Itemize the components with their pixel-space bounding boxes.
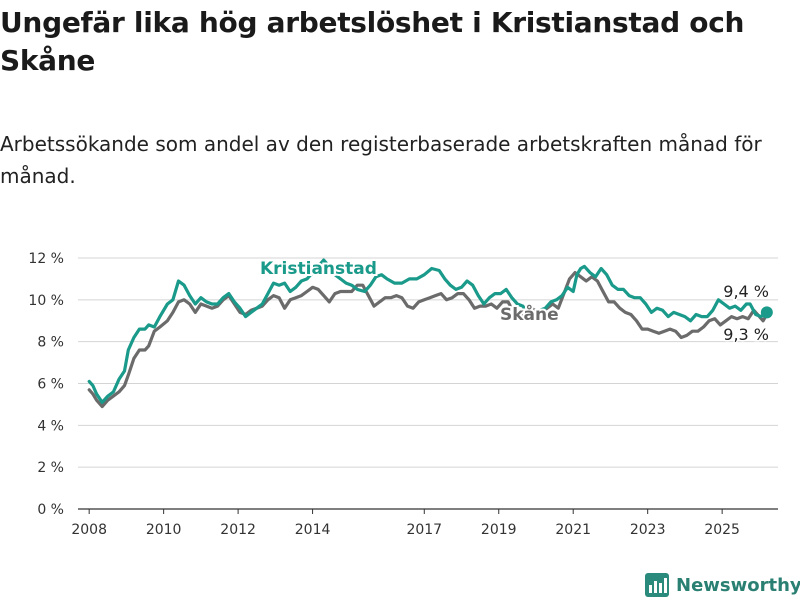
x-tick-label: 2025 — [704, 522, 740, 538]
y-tick-label: 6 % — [37, 377, 64, 393]
x-tick-label: 2017 — [406, 522, 442, 538]
x-tick-label: 2008 — [71, 522, 107, 538]
x-tick-label: 2014 — [295, 522, 331, 538]
brand-logo: Newsworthy — [644, 570, 800, 600]
end-value-skane: 9,3 % — [723, 325, 769, 344]
x-tick-label: 2023 — [630, 522, 666, 538]
y-axis-ticks: 0 % 2 % 4 % 6 % 8 % 10 % 12 % — [28, 251, 64, 518]
x-axis-ticks: 2008 2010 2012 2014 2017 2019 2021 2023 2025 — [71, 509, 740, 538]
y-tick-label: 12 % — [28, 251, 64, 267]
y-tick-label: 2 % — [37, 460, 64, 476]
gridlines — [78, 257, 778, 510]
series-label-skane: Skåne — [500, 303, 559, 325]
chart-title: Ungefär lika hög arbetslöshet i Kristian… — [0, 6, 745, 77]
newsworthy-chart-logo-icon — [645, 573, 669, 597]
end-value-kristianstad: 9,4 % — [723, 282, 769, 301]
series-line-skane — [87, 271, 769, 409]
x-tick-label: 2010 — [146, 522, 182, 538]
x-tick-label: 2012 — [220, 522, 256, 538]
y-tick-label: 10 % — [28, 293, 64, 309]
series-label-kristianstad: Kristianstad — [260, 259, 377, 279]
x-tick-label: 2019 — [481, 522, 517, 538]
series-line-kristianstad — [87, 258, 769, 404]
brand-name: Newsworthy — [676, 574, 800, 596]
y-tick-label: 8 % — [37, 335, 64, 351]
series-lines — [87, 258, 773, 409]
x-tick-label: 2021 — [555, 522, 591, 538]
y-tick-label: 4 % — [37, 418, 64, 434]
series-labels: Kristianstad Skåne 9,4 % 9,3 % — [258, 257, 771, 346]
y-tick-label: 0 % — [37, 502, 64, 518]
end-point-kristianstad — [760, 306, 773, 319]
chart-subtitle: Arbetssökande som andel av den registerb… — [0, 132, 762, 188]
